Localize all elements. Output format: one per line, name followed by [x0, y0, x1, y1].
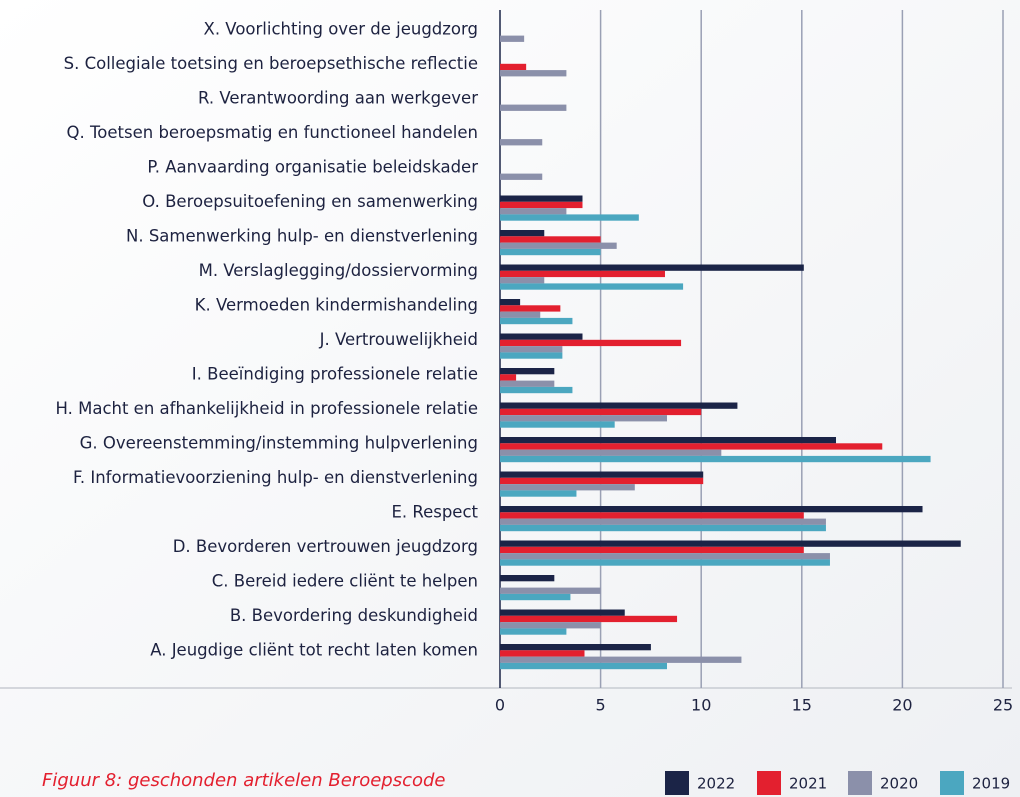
bar — [500, 609, 625, 616]
bar — [500, 374, 517, 381]
bar — [500, 662, 667, 670]
bar — [500, 593, 571, 601]
bar — [500, 490, 577, 497]
y-tick-label: D. Bevorderen vertrouwen jeugdzorg — [173, 537, 478, 556]
bar — [500, 305, 561, 312]
bar — [500, 380, 555, 387]
x-tick-label: 20 — [892, 696, 912, 715]
bar — [500, 437, 837, 444]
bar — [500, 477, 704, 485]
x-tick-label: 5 — [596, 696, 606, 715]
bar — [500, 386, 573, 394]
bar — [500, 195, 583, 202]
bar — [500, 455, 931, 463]
bar — [500, 208, 567, 215]
bar — [500, 283, 684, 290]
bar — [500, 139, 543, 146]
bar — [500, 346, 563, 353]
x-tick-label: 0 — [495, 696, 505, 715]
bar — [500, 622, 601, 629]
y-tick-label: K. Vermoeden kindermishandeling — [195, 296, 478, 315]
bar — [500, 311, 541, 318]
y-tick-label: O. Beroepsuitoefening en samenwerking — [142, 192, 478, 211]
bar — [500, 201, 583, 209]
bar — [500, 449, 722, 456]
bar — [500, 540, 961, 547]
bar — [500, 368, 555, 375]
y-tick-label: S. Collegiale toetsing en beroepsethisch… — [64, 54, 478, 73]
bar — [500, 559, 830, 566]
bar — [500, 230, 545, 237]
bar — [500, 317, 573, 325]
bar — [500, 546, 804, 554]
legend-label: 2021 — [789, 775, 827, 793]
bar — [500, 587, 601, 594]
bar — [500, 615, 678, 623]
legend-label: 2020 — [880, 775, 918, 793]
bar — [500, 277, 545, 284]
y-tick-label: H. Macht en afhankelijkheid in professio… — [55, 399, 478, 418]
bar — [500, 264, 804, 271]
y-tick-label: A. Jeugdige cliënt tot recht laten komen — [150, 641, 478, 660]
bar — [500, 270, 665, 278]
legend-swatch — [757, 771, 781, 795]
chart-title: Figuur 8: geschonden artikelen Beroepsco… — [42, 770, 446, 791]
y-tick-label: R. Verantwoording aan werkgever — [198, 89, 478, 108]
y-tick-label: P. Aanvaarding organisatie beleidskader — [147, 158, 478, 177]
bar — [500, 644, 651, 651]
bar — [500, 402, 738, 409]
bar — [500, 63, 527, 71]
bar — [500, 656, 742, 663]
bar — [500, 339, 682, 347]
y-tick-label: B. Bevordering deskundigheid — [230, 606, 478, 625]
y-tick-label: J. Vertrouwelijkheid — [319, 330, 478, 349]
bar — [500, 512, 804, 519]
bar — [500, 575, 555, 582]
legend-swatch — [665, 771, 689, 795]
bar — [500, 628, 567, 635]
bar — [500, 484, 635, 491]
bar — [500, 352, 563, 359]
bar — [500, 443, 883, 450]
bar — [500, 35, 525, 42]
bar — [500, 506, 923, 513]
bar — [500, 408, 702, 416]
y-tick-label: F. Informatievoorziening hulp- en dienst… — [73, 468, 478, 487]
bar — [500, 173, 543, 180]
bar — [500, 421, 615, 428]
y-tick-label: X. Voorlichting over de jeugdzorg — [204, 20, 478, 39]
y-tick-label: Q. Toetsen beroepsmatig en functioneel h… — [67, 123, 478, 142]
bar — [500, 248, 601, 256]
x-tick-label: 15 — [792, 696, 812, 715]
bar — [500, 333, 583, 340]
x-tick-label: 10 — [691, 696, 711, 715]
bar — [500, 104, 567, 111]
bar — [500, 415, 667, 422]
x-tick-label: 25 — [993, 696, 1013, 715]
y-tick-label: G. Overeenstemming/instemming hulpverlen… — [80, 434, 478, 453]
bar — [500, 70, 567, 77]
legend-swatch — [940, 771, 964, 795]
y-tick-label: I. Beeïndiging professionele relatie — [192, 365, 478, 384]
bar — [500, 553, 830, 560]
y-tick-label: C. Bereid iedere cliënt te helpen — [212, 572, 478, 591]
bar — [500, 242, 617, 249]
y-tick-label: N. Samenwerking hulp- en dienstverlening — [126, 227, 478, 246]
y-tick-label: M. Verslaglegging/dossiervorming — [199, 261, 478, 280]
bar — [500, 299, 521, 306]
bar — [500, 214, 639, 221]
bar — [500, 524, 826, 532]
y-tick-label: E. Respect — [391, 503, 478, 522]
legend-label: 2019 — [972, 775, 1010, 793]
bar — [500, 471, 704, 478]
bar — [500, 518, 826, 525]
legend-label: 2022 — [697, 775, 735, 793]
bar — [500, 650, 585, 657]
legend-swatch — [848, 771, 872, 795]
bar — [500, 236, 601, 243]
